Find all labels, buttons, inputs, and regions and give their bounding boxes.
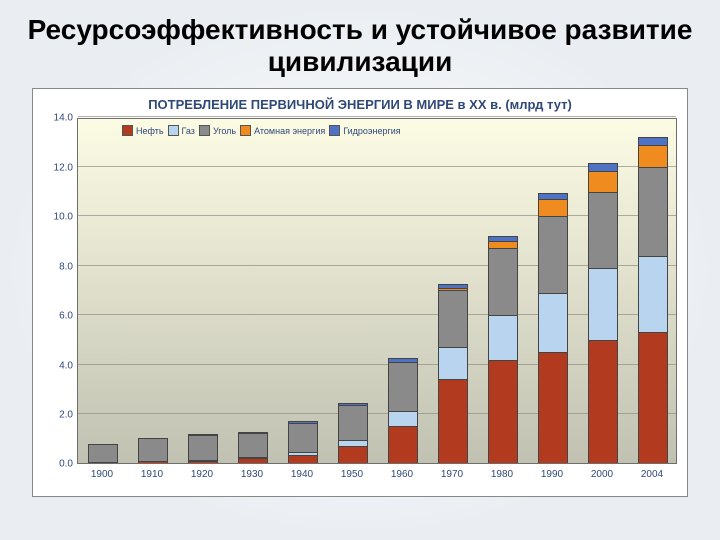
slide-title: Ресурсоэффективность и устойчивое развит… (20, 14, 700, 78)
bar-column (138, 438, 168, 463)
legend-label: Нефть (136, 126, 164, 136)
bar-segment-oil (638, 332, 668, 463)
chart-title: ПОТРЕБЛЕНИЕ ПЕРВИЧНОЙ ЭНЕРГИИ В МИРЕ в X… (41, 97, 679, 112)
legend-label: Атомная энергия (254, 126, 325, 136)
grid-line (78, 265, 676, 266)
bar-segment-hydro (588, 163, 618, 170)
x-tick-label: 1930 (241, 469, 263, 480)
bar-segment-coal (588, 192, 618, 269)
legend-item: Уголь (199, 125, 236, 136)
x-tick-label: 2004 (641, 469, 663, 480)
legend-item: Гидроэнергия (329, 125, 400, 136)
bar-segment-oil (188, 461, 218, 463)
bar-segment-coal (138, 438, 168, 461)
bar-segment-nuclear (638, 145, 668, 167)
y-tick-label: 4.0 (59, 360, 73, 371)
y-tick-label: 10.0 (54, 212, 73, 223)
bar-column (538, 193, 568, 464)
legend-item: Газ (168, 125, 195, 136)
bar-segment-coal (538, 216, 568, 293)
bar-segment-coal (188, 435, 218, 460)
bar-column (88, 444, 118, 464)
legend-label: Уголь (213, 126, 236, 136)
bar-segment-gas (538, 293, 568, 352)
x-tick-label: 1940 (291, 469, 313, 480)
y-tick-label: 12.0 (54, 162, 73, 173)
bar-segment-hydro (638, 137, 668, 144)
legend-swatch (122, 125, 133, 136)
bar-column (288, 421, 318, 463)
slide: Ресурсоэффективность и устойчивое развит… (0, 0, 720, 540)
legend-swatch (240, 125, 251, 136)
y-tick-label: 2.0 (59, 409, 73, 420)
y-tick-label: 6.0 (59, 311, 73, 322)
grid-line (78, 166, 676, 167)
legend: Нефть Газ Уголь Атомная энергия Гидроэнергия (122, 125, 401, 136)
bar-segment-oil (488, 360, 518, 464)
x-tick-label: 1990 (541, 469, 563, 480)
bar-column (588, 163, 618, 463)
x-tick-label: 1950 (341, 469, 363, 480)
bar-segment-coal (288, 423, 318, 453)
bar-column (238, 432, 268, 464)
bar-column (438, 284, 468, 463)
plot-area: Нефть Газ Уголь Атомная энергия Гидроэнергия (77, 118, 677, 464)
bar-segment-oil (588, 340, 618, 464)
bar-segment-coal (488, 248, 518, 315)
grid-line (78, 116, 676, 117)
bar-segment-coal (338, 405, 368, 440)
grid-line (78, 364, 676, 365)
bar-segment-nuclear (538, 199, 568, 216)
bar-column (488, 236, 518, 463)
bar-column (188, 434, 218, 463)
legend-label: Газ (182, 126, 195, 136)
bar-column (388, 358, 418, 463)
legend-item: Нефть (122, 125, 164, 136)
bar-segment-gas (588, 268, 618, 340)
y-tick-label: 14.0 (54, 113, 73, 124)
bar-segment-coal (388, 362, 418, 411)
y-axis: 0.02.04.06.08.010.012.014.0 (41, 118, 75, 464)
bar-segment-gas (388, 411, 418, 426)
chart-card: ПОТРЕБЛЕНИЕ ПЕРВИЧНОЙ ЭНЕРГИИ В МИРЕ в X… (32, 88, 688, 497)
x-axis: 1900 1910 1920 1930 1940 1950 1960 1970 1980 1990… (77, 466, 677, 488)
bar-segment-oil (438, 379, 468, 463)
x-tick-label: 2000 (591, 469, 613, 480)
x-tick-label: 1960 (391, 469, 413, 480)
y-tick-label: 0.0 (59, 459, 73, 470)
x-tick-label: 1980 (491, 469, 513, 480)
bar-segment-oil (338, 446, 368, 463)
bar-segment-oil (288, 455, 318, 464)
grid-line (78, 413, 676, 414)
bar-segment-nuclear (588, 171, 618, 192)
bar-segment-coal (238, 433, 268, 458)
y-tick-label: 8.0 (59, 261, 73, 272)
bar-segment-coal (438, 290, 468, 347)
bar-segment-oil (138, 461, 168, 463)
legend-item: Атомная энергия (240, 125, 325, 136)
legend-label: Гидроэнергия (343, 126, 400, 136)
bar-column (638, 137, 668, 463)
grid-line (78, 314, 676, 315)
x-tick-label: 1910 (141, 469, 163, 480)
bar-segment-coal (88, 444, 118, 463)
legend-swatch (168, 125, 179, 136)
grid-line (78, 215, 676, 216)
x-tick-label: 1900 (91, 469, 113, 480)
bar-column (338, 403, 368, 464)
bar-segment-gas (488, 315, 518, 359)
bar-segment-nuclear (488, 241, 518, 248)
bar-segment-oil (238, 458, 268, 463)
x-tick-label: 1970 (441, 469, 463, 480)
bar-segment-oil (388, 426, 418, 463)
bar-segment-oil (538, 352, 568, 463)
legend-swatch (329, 125, 340, 136)
bar-segment-oil (88, 462, 118, 463)
bar-segment-gas (638, 256, 668, 333)
bar-segment-coal (638, 167, 668, 256)
legend-swatch (199, 125, 210, 136)
x-tick-label: 1920 (191, 469, 213, 480)
chart-body: 0.02.04.06.08.010.012.014.0 НефтьГазУгол… (41, 118, 679, 488)
bar-segment-gas (438, 347, 468, 379)
